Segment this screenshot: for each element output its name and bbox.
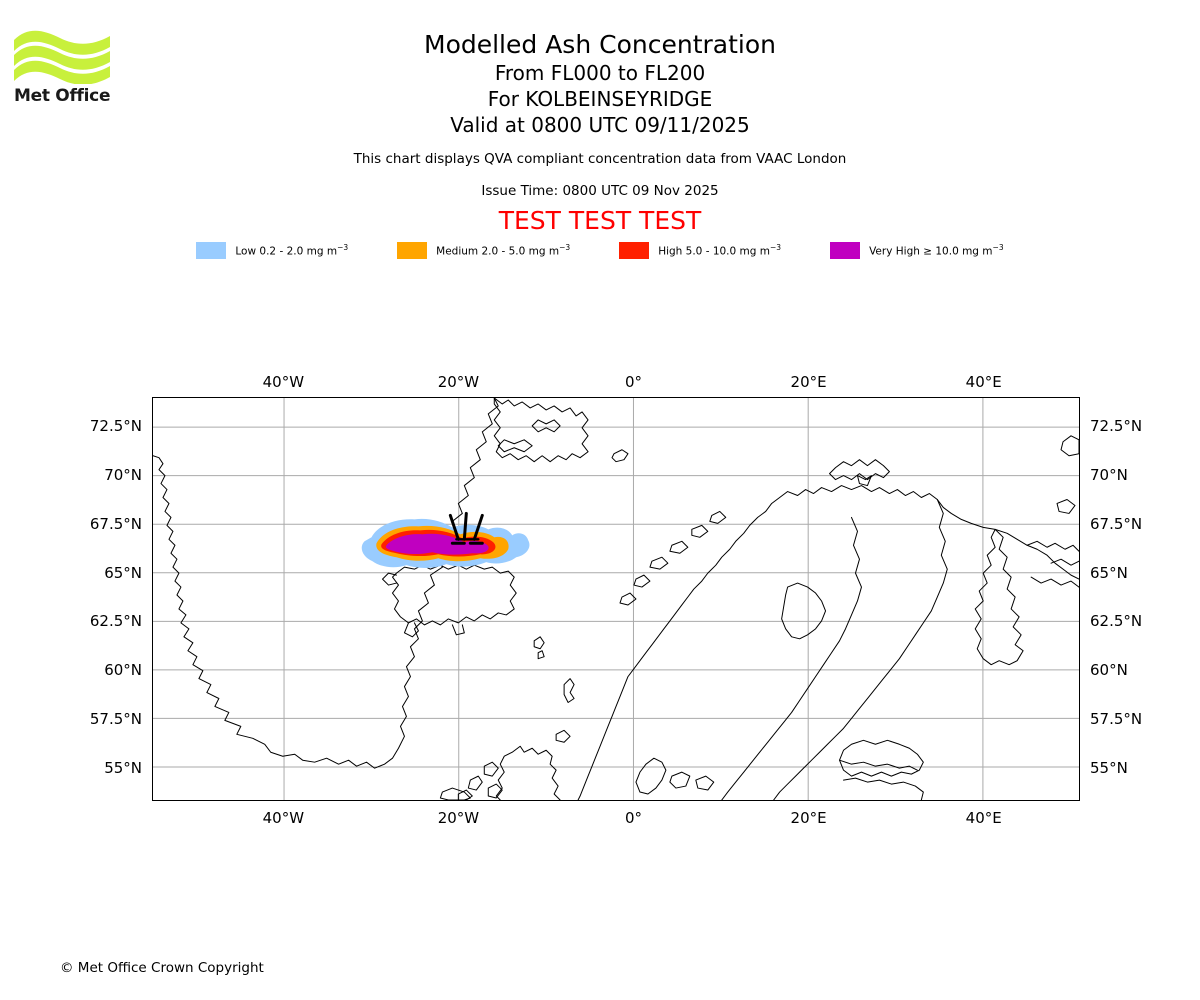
lon-tick-bottom-3: 20°E	[790, 809, 827, 827]
ash-band-very-high	[385, 533, 489, 555]
lon-tick-bottom-2: 0°	[624, 809, 643, 827]
legend-label-low: Low 0.2 - 2.0 mg m−3	[235, 243, 349, 258]
legend-item-medium: Medium 2.0 - 5.0 mg m−3	[397, 242, 570, 259]
lon-tick-top-1: 20°W	[437, 373, 480, 391]
lat-tick-left-2: 67.5°N	[89, 514, 142, 533]
title-block: Modelled Ash Concentration From FL000 to…	[0, 0, 1200, 236]
lat-tick-right-3: 65°N	[1090, 563, 1128, 582]
met-office-waves-icon	[14, 30, 110, 84]
page-title: Modelled Ash Concentration	[424, 30, 776, 59]
legend-label-very-high: Very High ≥ 10.0 mg m−3	[869, 243, 1004, 258]
legend-swatch-very-high-icon	[830, 242, 861, 259]
lon-tick-top-4: 40°E	[965, 373, 1002, 391]
lat-tick-right-2: 67.5°N	[1090, 514, 1143, 533]
legend-item-very-high: Very High ≥ 10.0 mg m−3	[830, 242, 1004, 259]
lat-tick-right-5: 60°N	[1090, 661, 1128, 680]
lat-tick-left-3: 65°N	[104, 563, 142, 582]
lat-tick-left-7: 55°N	[104, 758, 142, 777]
legend-label-high: High 5.0 - 10.0 mg m−3	[658, 243, 782, 258]
lon-tick-bottom-1: 20°W	[437, 809, 480, 827]
lat-tick-left-4: 62.5°N	[89, 612, 142, 631]
lat-tick-left-6: 57.5°N	[89, 710, 142, 729]
volcano-name-line: For KOLBEINSEYRIDGE	[487, 87, 713, 111]
met-office-wordmark: Met Office	[14, 86, 111, 106]
legend-swatch-medium-icon	[397, 242, 428, 259]
valid-time-line: Valid at 0800 UTC 09/11/2025	[450, 113, 750, 137]
legend-label-medium: Medium 2.0 - 5.0 mg m−3	[436, 243, 571, 258]
ash-concentration-map[interactable]: 40°W 20°W 0° 20°E 40°E 40°W 20°W 0° 20°E 40°E 72…	[90, 373, 1142, 827]
concentration-legend: Low 0.2 - 2.0 mg m−3 Medium 2.0 - 5.0 mg…	[0, 242, 1200, 259]
ash-plume-contours	[361, 518, 530, 569]
flight-level-range: From FL000 to FL200	[494, 61, 706, 85]
legend-swatch-low-icon	[196, 242, 227, 259]
test-banner: TEST TEST TEST	[498, 206, 702, 235]
issue-time: Issue Time: 0800 UTC 09 Nov 2025	[481, 183, 719, 199]
legend-swatch-high-icon	[619, 242, 650, 259]
lat-tick-left-5: 60°N	[104, 661, 142, 680]
volcano-triangle-marker	[448, 511, 484, 545]
qva-note: This chart displays QVA compliant concen…	[353, 151, 847, 167]
lon-tick-top-3: 20°E	[790, 373, 827, 391]
lat-tick-right-6: 57.5°N	[1090, 710, 1143, 729]
legend-item-low: Low 0.2 - 2.0 mg m−3	[196, 242, 348, 259]
map-canvas	[153, 398, 1079, 800]
legend-item-high: High 5.0 - 10.0 mg m−3	[619, 242, 781, 259]
map-coastlines	[153, 398, 1079, 800]
lat-tick-right-0: 72.5°N	[1090, 417, 1143, 436]
lon-tick-bottom-0: 40°W	[262, 809, 305, 827]
copyright-notice: © Met Office Crown Copyright	[60, 960, 264, 976]
map-frame	[152, 397, 1080, 801]
lon-tick-bottom-4: 40°E	[965, 809, 1002, 827]
met-office-logo: Met Office	[14, 28, 124, 113]
lat-tick-right-1: 70°N	[1090, 466, 1128, 485]
lat-tick-left-1: 70°N	[104, 466, 142, 485]
lon-tick-top-0: 40°W	[262, 373, 305, 391]
lon-tick-top-2: 0°	[624, 373, 643, 391]
map-gridlines	[153, 398, 1079, 800]
lat-tick-right-7: 55°N	[1090, 758, 1128, 777]
lat-tick-left-0: 72.5°N	[89, 417, 142, 436]
lat-tick-right-4: 62.5°N	[1090, 612, 1143, 631]
